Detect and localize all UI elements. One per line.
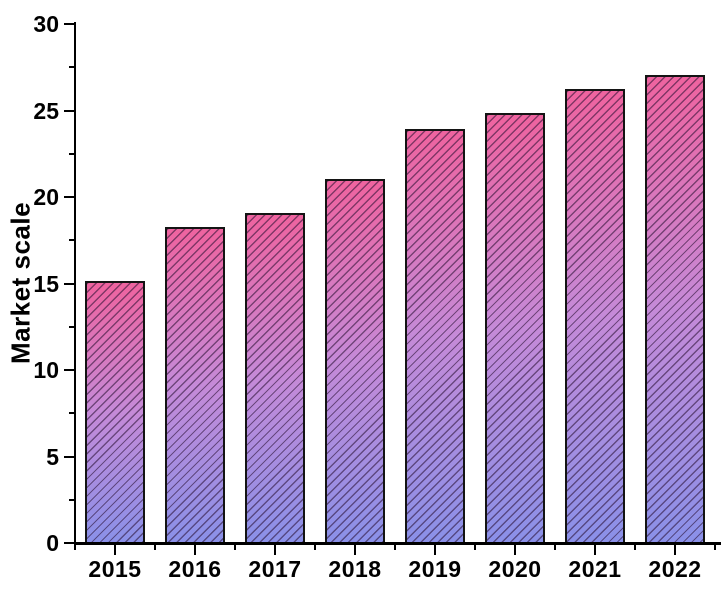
x-tick-label-2019: 2019 <box>408 556 462 582</box>
y-major-tick-15 <box>63 282 74 285</box>
x-minor-tick-0 <box>74 544 76 550</box>
bar-2022 <box>645 74 705 545</box>
x-minor-tick-4 <box>394 544 396 550</box>
y-major-tick-0 <box>63 542 74 544</box>
x-tick-label-2020: 2020 <box>488 556 542 582</box>
bar-2017 <box>245 213 305 545</box>
bar-2016 <box>165 227 225 545</box>
x-minor-tick-6 <box>554 544 556 550</box>
y-tick-label-30: 30 <box>33 11 59 37</box>
x-tick-label-2016: 2016 <box>168 556 222 582</box>
y-minor-tick-12.5 <box>68 325 74 328</box>
x-minor-tick-3 <box>314 544 316 550</box>
x-minor-tick-7 <box>634 544 636 550</box>
x-major-tick-2015 <box>114 544 116 555</box>
x-major-tick-2019 <box>434 544 436 555</box>
y-minor-tick-7.5 <box>68 412 74 415</box>
x-major-tick-2017 <box>274 544 276 555</box>
y-tick-label-5: 5 <box>46 443 59 470</box>
y-major-tick-10 <box>63 369 74 371</box>
x-tick-label-2018: 2018 <box>328 556 382 582</box>
y-tick-label-15: 15 <box>33 270 59 297</box>
y-tick-label-25: 25 <box>33 97 59 124</box>
x-minor-tick-2 <box>234 544 236 550</box>
bar-2018 <box>325 178 385 545</box>
x-tick-label-2021: 2021 <box>568 556 622 582</box>
x-minor-tick-1 <box>154 544 156 550</box>
x-axis-spine <box>73 542 721 545</box>
x-tick-label-2017: 2017 <box>248 556 302 582</box>
y-minor-tick-2.5 <box>68 498 74 501</box>
y-axis-spine <box>73 21 76 545</box>
bar-2019 <box>405 128 465 545</box>
x-major-tick-2018 <box>354 544 356 555</box>
y-tick-label-20: 20 <box>33 184 59 210</box>
y-minor-tick-27.5 <box>68 66 74 69</box>
y-major-tick-20 <box>63 196 74 198</box>
y-tick-label-10: 10 <box>33 357 59 383</box>
x-tick-label-2015: 2015 <box>88 556 142 582</box>
x-tick-label-2022: 2022 <box>648 556 702 582</box>
x-minor-tick-8 <box>714 544 716 550</box>
y-major-tick-25 <box>63 109 74 112</box>
bar-2021 <box>565 88 625 545</box>
y-minor-tick-22.5 <box>68 152 74 155</box>
y-major-tick-30 <box>63 23 74 25</box>
x-major-tick-2016 <box>194 544 196 555</box>
bar-2015 <box>85 280 145 545</box>
bar-2020 <box>485 112 545 545</box>
x-major-tick-2021 <box>594 544 596 555</box>
y-major-tick-5 <box>63 455 74 458</box>
x-major-tick-2020 <box>514 544 516 555</box>
x-major-tick-2022 <box>674 544 676 555</box>
x-minor-tick-5 <box>474 544 476 550</box>
y-tick-label-0: 0 <box>46 530 59 556</box>
y-minor-tick-17.5 <box>68 239 74 242</box>
